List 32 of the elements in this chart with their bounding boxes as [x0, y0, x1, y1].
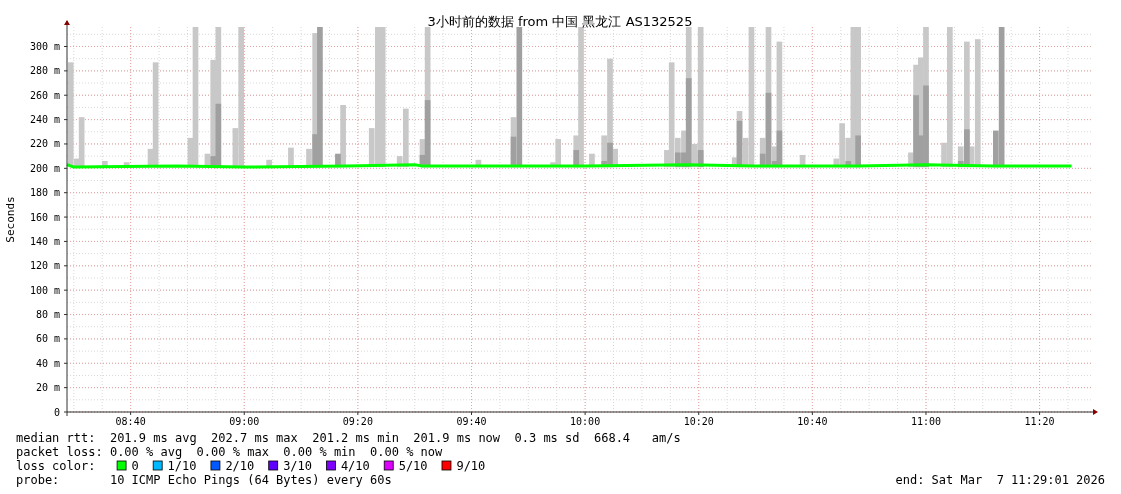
y-tick-label: 140 m	[29, 235, 60, 247]
x-tick-label: 11:00	[910, 416, 942, 427]
y-tick-label: 200 m	[29, 162, 60, 174]
y-tick-label: 20 m	[35, 382, 60, 394]
y-tick-label: 80 m	[35, 309, 60, 321]
x-tick-label: 09:00	[229, 416, 260, 427]
chart-title: 3小时前的数据 from 中国 黑龙江 AS132525	[427, 14, 693, 29]
text: end: Sat Mar 7 11:29:01 2026	[895, 473, 1105, 487]
y-tick-label: 280 m	[29, 65, 60, 77]
y-tick-label: 40 m	[35, 357, 60, 369]
text: probe: 10 ICMP Echo Pings (64 Bytes) every 60s	[16, 473, 392, 487]
y-tick-label: 180 m	[29, 187, 60, 199]
text: median rtt: 201.9 ms avg 202.7 ms max 201.2 ms min 201.9 ms now 0.3 ms sd 668.4 am/s	[16, 431, 681, 445]
y-tick-label: 0	[53, 406, 60, 418]
y-tick-label: 240 m	[29, 114, 60, 126]
text: packet loss: 0.00 % avg 0.00 % max 0.00 % min 0.00 % now	[16, 445, 444, 459]
y-tick-label: 300 m	[29, 40, 60, 52]
y-tick-label: 260 m	[29, 89, 60, 101]
x-tick-label: 09:40	[456, 416, 487, 427]
y-tick-label: 60 m	[35, 333, 60, 345]
y-tick-label: 220 m	[29, 138, 60, 150]
x-tick-label: 10:40	[797, 416, 828, 427]
x-tick-label: 09:20	[342, 416, 373, 427]
x-tick-label: 10:00	[570, 416, 601, 427]
text: loss color: 0 1/10 2/10 3/10 4/10 5/10 9/10	[16, 459, 486, 473]
y-tick-label: 100 m	[29, 284, 60, 296]
y-tick-label: 120 m	[29, 260, 60, 272]
y-tick-label: 160 m	[29, 211, 60, 223]
y-axis-title: Seconds	[4, 196, 17, 243]
x-tick-label: 10:20	[683, 416, 714, 427]
x-tick-label: 11:20	[1024, 416, 1055, 427]
x-tick-label: 08:40	[115, 416, 146, 427]
